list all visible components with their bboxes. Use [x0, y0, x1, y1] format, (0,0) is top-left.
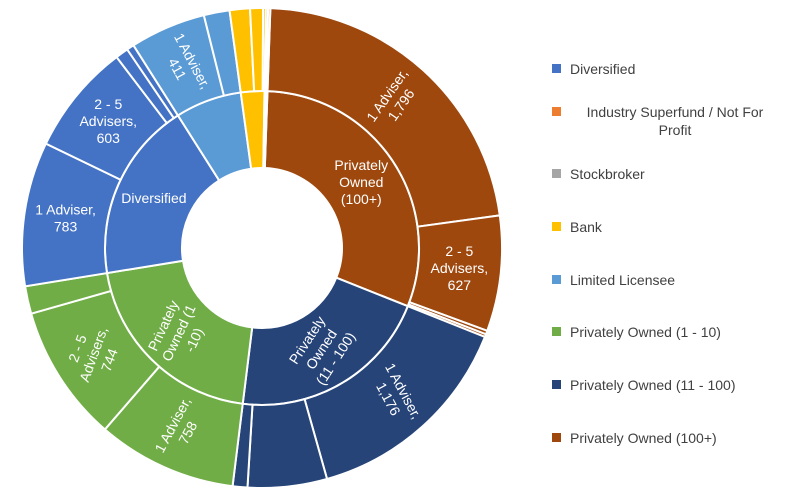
data-label-line: 603	[97, 130, 121, 146]
data-label-line: 627	[448, 277, 472, 293]
data-label-line: 2 - 5	[445, 243, 473, 259]
legend-item-stockbroker: Stockbroker	[552, 165, 807, 183]
category-label-diversified: Diversified	[121, 190, 186, 206]
slice-privately-owned-100-child-0	[266, 7, 501, 228]
legend-label: Privately Owned (11 - 100)	[570, 377, 736, 393]
legend-swatch	[552, 275, 561, 284]
legend-swatch	[552, 222, 561, 231]
category-label-line: Owned	[339, 174, 383, 190]
legend-label: Bank	[570, 219, 602, 235]
legend-swatch	[552, 64, 561, 73]
legend-item-industry-superfund: Industry Superfund / Not For Profit	[552, 103, 807, 139]
legend-item-privately-owned-11-100: Privately Owned (11 - 100)	[552, 376, 807, 394]
legend-label: Industry Superfund / Not For Profit	[586, 104, 764, 138]
chart-slices	[21, 6, 503, 489]
legend-label: Limited Licensee	[570, 272, 676, 288]
data-label-line: 2 - 5	[94, 96, 122, 112]
data-label-line: 783	[54, 219, 78, 235]
legend-label: Stockbroker	[570, 166, 645, 182]
legend-swatch	[552, 169, 561, 178]
legend-swatch	[552, 433, 561, 442]
category-label-line: (100+)	[341, 191, 382, 207]
legend-label: Privately Owned (1 - 10)	[570, 324, 721, 340]
legend-item-privately-owned-1-10: Privately Owned (1 - 10)	[552, 323, 807, 341]
data-label-line: 744	[98, 346, 121, 374]
category-label-line: Diversified	[121, 190, 186, 206]
legend-item-privately-owned-100-plus: Privately Owned (100+)	[552, 429, 807, 447]
slice-industry-superfund-not-for-profit-child-0	[264, 7, 272, 93]
legend-item-diversified: Diversified	[552, 60, 807, 78]
legend-label: Privately Owned (100+)	[570, 430, 717, 446]
legend-label: Diversified	[570, 61, 636, 77]
data-label-line: Advisers,	[79, 113, 137, 129]
legend-item-bank: Bank	[552, 218, 807, 236]
data-label-line: Advisers,	[431, 260, 489, 276]
data-label-line: 1 Adviser,	[35, 202, 96, 218]
data-label: 1 Adviser,783	[35, 202, 96, 235]
legend-swatch	[552, 107, 561, 116]
legend-swatch	[552, 380, 561, 389]
legend-swatch	[552, 327, 561, 336]
category-label-line: Privately	[334, 157, 388, 173]
legend-item-limited-licensee: Limited Licensee	[552, 271, 807, 289]
